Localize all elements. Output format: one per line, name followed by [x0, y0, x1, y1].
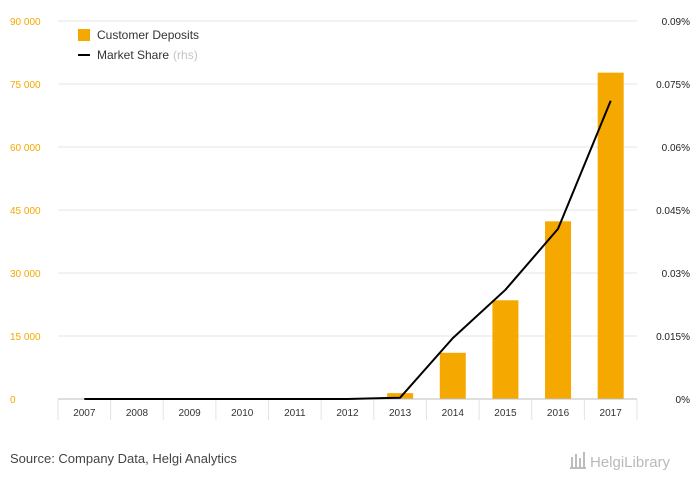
y-right-tick-label: 0.015% [656, 332, 690, 343]
y-left-tick-label: 60 000 [10, 143, 41, 154]
x-axis: 2007 2008 2009 2010 2011 2012 2013 2014 2015 2016… [57, 398, 638, 420]
y-right-tick-label: 0.09% [662, 17, 690, 28]
legend-label-rhs: (rhs) [173, 48, 198, 62]
y-right-tick-label: 0.075% [656, 80, 690, 91]
x-tick-label: 2009 [178, 408, 201, 419]
legend-label-market-share-text: Market Share [97, 48, 169, 62]
bar-series-customer-deposits [387, 72, 624, 399]
bar [387, 393, 414, 399]
library-icon [570, 452, 586, 469]
y-left-tick-label: 0 [10, 395, 16, 406]
y-left-tick-label: 45 000 [10, 206, 41, 217]
x-tick-label: 2007 [73, 408, 96, 419]
y-left-tick-label: 15 000 [10, 332, 41, 343]
y-axis-right: 0% 0.015% 0.03% 0.045% 0.06% 0.075% 0.09% [656, 17, 690, 406]
y-axis-left: 0 15 000 30 000 45 000 60 000 75 000 90 000 [10, 17, 41, 406]
x-tick-label: 2008 [126, 408, 149, 419]
y-right-tick-label: 0.06% [662, 143, 690, 154]
legend-label-customer-deposits: Customer Deposits [97, 28, 199, 42]
legend-swatch-bar [78, 29, 90, 41]
y-right-tick-label: 0.03% [662, 269, 690, 280]
x-tick-label: 2010 [231, 408, 254, 419]
x-tick-label: 2017 [600, 408, 623, 419]
line-series-market-share [84, 100, 612, 400]
x-tick-label: 2015 [494, 408, 517, 419]
x-tick-label: 2016 [547, 408, 570, 419]
y-left-tick-label: 90 000 [10, 17, 41, 28]
gridlines [58, 20, 637, 337]
legend-item-market-share: Market Share (rhs) [78, 48, 198, 62]
y-left-tick-label: 75 000 [10, 80, 41, 91]
legend-label-market-share: Market Share (rhs) [97, 48, 198, 62]
y-right-tick-label: 0% [676, 395, 691, 406]
brand-name: HelgiLibrary [590, 454, 671, 471]
market-share-line [84, 100, 612, 400]
bar [597, 72, 624, 399]
y-left-tick-label: 30 000 [10, 269, 41, 280]
legend: Customer Deposits Market Share (rhs) [78, 28, 199, 62]
x-tick-label: 2011 [284, 408, 306, 419]
brand-logo: HelgiLibrary [570, 452, 671, 471]
x-tick-label: 2014 [442, 408, 465, 419]
legend-item-customer-deposits: Customer Deposits [78, 28, 199, 42]
x-tick-label: 2013 [389, 408, 412, 419]
bar [492, 300, 519, 399]
x-tick-label: 2012 [336, 408, 359, 419]
y-right-tick-label: 0.045% [656, 206, 690, 217]
bar [439, 352, 466, 399]
source-note: Source: Company Data, Helgi Analytics [10, 451, 237, 466]
bar [545, 221, 572, 399]
footer: Source: Company Data, Helgi Analytics He… [10, 451, 671, 471]
